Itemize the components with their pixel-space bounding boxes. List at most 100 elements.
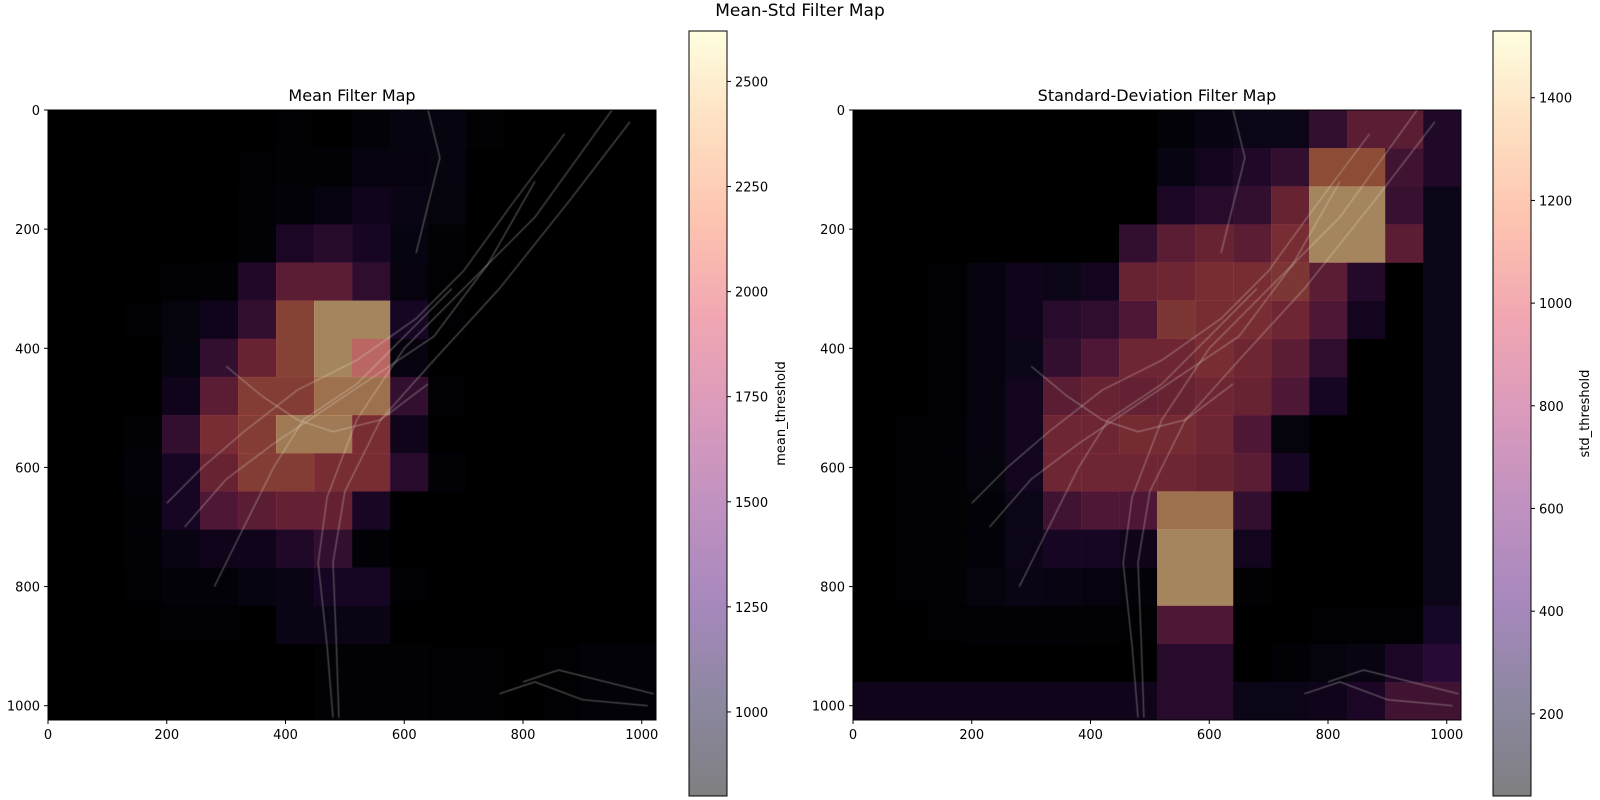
heatmap-cell bbox=[1005, 262, 1044, 301]
x-tick-label: 600 bbox=[392, 728, 417, 743]
heatmap-cell bbox=[352, 262, 391, 301]
heatmap-cell bbox=[1043, 338, 1082, 378]
heatmap-cell bbox=[1043, 300, 1082, 339]
heatmap-cell bbox=[238, 376, 315, 416]
heatmap-cell bbox=[314, 148, 353, 187]
colorbar-frame bbox=[688, 30, 728, 797]
heatmap-cell bbox=[1195, 262, 1234, 301]
heatmap-cell bbox=[238, 491, 277, 530]
heatmap-cell bbox=[929, 491, 968, 530]
heatmap-cell bbox=[124, 376, 163, 416]
heatmap-cell bbox=[929, 415, 968, 454]
heatmap-cell bbox=[929, 605, 968, 644]
heatmap-cell bbox=[124, 453, 163, 492]
heatmap-cell bbox=[1309, 262, 1348, 301]
heatmap-cell bbox=[1309, 605, 1348, 644]
colorbar-tick-label: 1750 bbox=[735, 391, 768, 406]
heatmap-cell bbox=[1309, 681, 1348, 721]
heatmap-cell bbox=[390, 453, 429, 492]
heatmap-cell bbox=[1043, 262, 1082, 301]
colorbar-tick-label: 1500 bbox=[735, 496, 768, 511]
heatmap-cell bbox=[466, 110, 505, 149]
heatmap-cell bbox=[162, 453, 201, 492]
heatmap-cell bbox=[1005, 605, 1044, 644]
colorbar-gradient bbox=[689, 31, 727, 796]
heatmap-cell bbox=[238, 186, 277, 225]
heatmap-cell bbox=[238, 224, 277, 263]
y-tick-label: 800 bbox=[15, 581, 40, 596]
heatmap-cell bbox=[428, 376, 467, 416]
heatmap-cell bbox=[428, 643, 467, 721]
heatmap-cell bbox=[390, 186, 429, 225]
heatmap-cell bbox=[162, 529, 201, 568]
heatmap-cell bbox=[1195, 453, 1234, 492]
heatmap-cell bbox=[1233, 376, 1272, 416]
heatmap-cell bbox=[1347, 681, 1386, 721]
heatmap-cell bbox=[276, 262, 353, 301]
heatmap-cell bbox=[1195, 415, 1234, 454]
heatmap-cell bbox=[162, 376, 201, 416]
x-tick-label: 800 bbox=[1316, 728, 1341, 743]
heatmap-cell bbox=[1271, 643, 1310, 683]
heatmap-cell bbox=[1005, 376, 1044, 416]
colorbar-tick-label: 2000 bbox=[735, 286, 768, 301]
heatmap-cell bbox=[967, 529, 1006, 568]
heatmap-cell bbox=[891, 415, 930, 454]
colorbar-tick-label: 1250 bbox=[735, 601, 768, 616]
heatmap-cell bbox=[200, 605, 239, 644]
heatmap-cell bbox=[1233, 681, 1272, 721]
heatmap-cell bbox=[1309, 643, 1348, 683]
heatmap-cell bbox=[1195, 148, 1234, 187]
heatmap-cell bbox=[390, 338, 429, 378]
heatmap-cell bbox=[1157, 262, 1196, 301]
heatmap-cell bbox=[967, 300, 1006, 339]
heatmap-cell bbox=[1233, 338, 1272, 378]
heatmap-cell bbox=[1233, 110, 1272, 149]
y-tick-label: 1000 bbox=[812, 700, 845, 715]
heatmap-cell bbox=[1233, 567, 1272, 606]
heatmap-cell bbox=[929, 300, 968, 339]
heatmap-cell bbox=[1119, 376, 1158, 416]
heatmap-cell bbox=[1005, 567, 1044, 606]
axes-frame bbox=[852, 109, 1462, 721]
panel-title: Standard-Deviation Filter Map bbox=[1038, 86, 1277, 105]
heatmap-cell bbox=[1043, 491, 1082, 530]
heatmap-cell bbox=[124, 605, 163, 644]
heatmap-cell bbox=[428, 262, 467, 301]
heatmap-cell bbox=[1195, 376, 1234, 416]
heatmap-cell bbox=[124, 529, 163, 568]
heatmap-cell bbox=[1309, 148, 1386, 187]
heatmap-cell bbox=[1385, 643, 1424, 683]
heatmap-cell bbox=[1347, 110, 1424, 149]
heatmap-cell bbox=[238, 262, 277, 301]
heatmap-cell bbox=[1309, 338, 1348, 378]
y-tick-label: 400 bbox=[15, 342, 40, 357]
heatmap-cell bbox=[1271, 148, 1310, 187]
colorbar-label: mean_threshold bbox=[774, 361, 789, 466]
heatmap-cell bbox=[891, 567, 930, 606]
heatmap-cell bbox=[1157, 453, 1196, 492]
heatmap-cell bbox=[276, 148, 315, 187]
heatmap-cell bbox=[967, 453, 1006, 492]
heatmap-cell bbox=[276, 300, 315, 378]
heatmap-cell bbox=[86, 453, 125, 492]
heatmap-cell bbox=[124, 491, 163, 530]
heatmap-cell bbox=[276, 224, 315, 263]
x-tick-label: 800 bbox=[511, 728, 536, 743]
heatmap-cell bbox=[1309, 110, 1348, 149]
heatmap-cell bbox=[1271, 110, 1310, 149]
heatmap-cell bbox=[86, 491, 125, 530]
heatmap-cell bbox=[124, 415, 163, 454]
colorbar-gradient bbox=[1493, 31, 1531, 796]
heatmap-cell bbox=[352, 529, 391, 568]
x-tick-label: 0 bbox=[849, 728, 857, 743]
heatmap-cell bbox=[276, 605, 315, 644]
heatmap-cell bbox=[86, 415, 125, 454]
std-filter-panel: Standard-Deviation Filter Map 0 200 400 600 8… bbox=[812, 30, 1593, 797]
y-tick-label: 600 bbox=[15, 461, 40, 476]
heatmap-cell bbox=[276, 567, 315, 606]
heatmap-cell bbox=[967, 605, 1006, 644]
heatmap-cell bbox=[200, 376, 239, 416]
heatmap-cell bbox=[200, 529, 239, 568]
